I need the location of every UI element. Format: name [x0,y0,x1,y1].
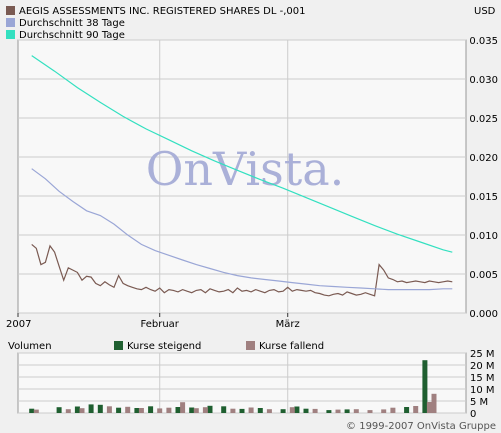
volume-bar-up [29,408,35,413]
volume-y-axis: 25 M20 M15 M10 M5 M0 [470,349,495,420]
volume-bar-up [207,405,213,413]
volume-bar-up [239,408,245,413]
volume-bar-up [175,407,181,413]
volume-bar-down [312,408,318,413]
legend: AEGIS ASSESSMENTS INC. REGISTERED SHARES… [6,6,305,41]
volume-bar-up [148,406,154,413]
legend-label: Durchschnitt 38 Tage [19,18,125,29]
y-tick-label: 0.030 [469,75,498,86]
volume-bar-down [266,409,272,413]
volume-bar-down [193,408,199,413]
price-series-group [31,55,453,297]
ma90-line [31,55,453,253]
volume-bar-up [422,360,428,413]
legend-label: AEGIS ASSESSMENTS INC. REGISTERED SHARES… [19,6,305,17]
y-tick-label: 0.025 [469,114,498,125]
volume-bar-up [134,408,140,413]
x-tick-label: 2007 [6,319,31,330]
volume-bar-down [230,408,236,413]
volume-y-tick-label: 15 M [470,373,495,384]
volume-bar-down [202,407,208,413]
volume-bar-up [56,407,62,413]
volume-bar-down [138,408,144,413]
legend-swatch [6,18,15,27]
volume-down-swatch [246,341,255,350]
currency-label: USD [474,6,496,17]
x-tick-label: Februar [141,319,180,330]
volume-bar-down [381,409,387,413]
y-tick-label: 0.005 [469,270,498,281]
volume-bar-up [280,409,286,413]
volume-y-tick-label: 10 M [470,385,495,396]
y-tick-label: 0.020 [469,153,498,164]
price-line [31,243,453,297]
volume-plot-area [17,352,467,414]
legend-swatch [6,6,15,15]
volume-bar-up [221,406,227,413]
legend-swatch [6,30,15,39]
volume-bar-down [413,406,419,413]
volume-bar-up [404,407,410,413]
volume-bar-down [353,409,359,413]
volume-up-label: Kurse steigend [127,341,201,352]
volume-bar-down [431,393,437,413]
volume-bar-down [180,402,186,413]
volume-bar-down [106,406,112,413]
volume-bar-down [166,407,172,413]
price-plot-area [17,39,467,314]
volume-bar-up [344,409,350,413]
y-tick-label: 0.035 [469,36,498,47]
price-grid [18,39,466,314]
date-x-axis: 2007 Februar März [6,313,300,330]
volume-bar-up [326,410,332,413]
volume-bar-up [294,406,300,413]
volume-y-tick-label: 25 M [470,349,495,360]
volume-bar-up [97,404,103,413]
volume-bar-up [88,404,94,413]
volume-bar-up [74,406,80,413]
volume-bar-down [367,410,373,413]
copyright-notice: © 1999-2007 OnVista Gruppe [346,421,496,432]
volume-bar-up [257,408,263,413]
volume-y-tick-label: 0 [470,409,476,420]
volume-title: Volumen [8,341,52,352]
volume-bar-up [303,408,309,413]
volume-bar-down [157,408,163,413]
y-tick-label: 0.000 [469,309,498,320]
ma38-line [31,168,453,291]
volume-bar-down [390,407,396,413]
onvista-watermark: OnVista. [146,142,345,196]
volume-bar-down [125,406,131,413]
volume-up-swatch [114,341,123,350]
volume-bar-down [426,402,432,413]
volume-bar-down [248,407,254,413]
volume-y-tick-label: 5 M [470,397,488,408]
volume-down-label: Kurse fallend [259,341,324,352]
volume-bar-down [335,409,341,413]
volume-legend: Volumen Kurse steigend Kurse fallend [8,341,324,352]
x-tick-label: März [276,319,300,330]
y-tick-label: 0.015 [469,192,498,203]
y-tick-label: 0.010 [469,231,498,242]
volume-bars [29,360,437,413]
volume-bar-down [65,409,71,413]
volume-bar-up [116,407,122,413]
legend-label: Durchschnitt 90 Tage [19,30,125,41]
volume-bar-down [79,408,85,413]
volume-bar-down [33,409,39,413]
volume-bar-down [289,407,295,413]
price-y-axis: 0.035 0.030 0.025 0.020 0.015 0.010 0.005 0.000 [469,36,498,320]
volume-y-tick-label: 20 M [470,361,495,372]
volume-bar-up [189,407,195,413]
